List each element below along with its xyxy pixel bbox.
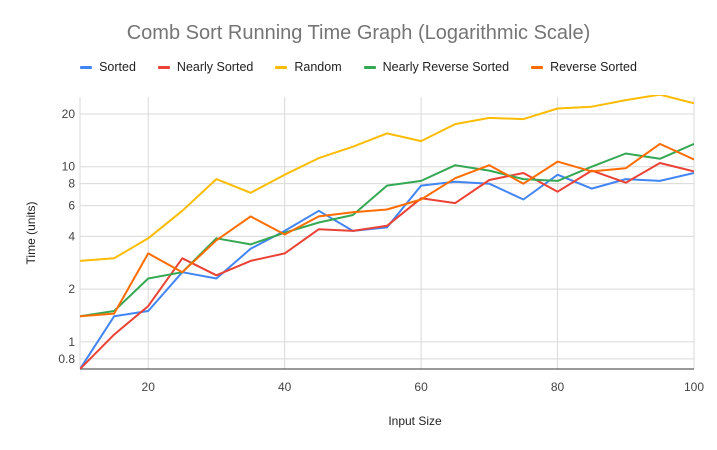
series-line-random (80, 95, 694, 262)
legend-swatch (157, 65, 170, 69)
x-tick-label: 100 (684, 380, 704, 394)
y-tick-label: 20 (62, 107, 76, 121)
chart-legend: Sorted Nearly Sorted Random Nearly Reverse … (0, 60, 717, 74)
legend-item-random: Random (275, 60, 342, 74)
chart-title: Comb Sort Running Time Graph (Logarithmi… (126, 22, 591, 44)
x-axis-label: Input Size (388, 414, 442, 428)
y-tick-label: 8 (68, 177, 75, 191)
y-tick-label: 6 (68, 199, 75, 213)
legend-label: Sorted (99, 60, 136, 74)
y-axis-label: Time (units) (24, 202, 38, 265)
series-line-reverse-sorted (80, 142, 694, 318)
legend-label: Nearly Reverse Sorted (382, 60, 510, 74)
y-tick-label: 2 (68, 282, 75, 296)
legend-label: Reverse Sorted (550, 60, 637, 74)
x-tick-label: 80 (551, 380, 565, 394)
y-tick-label: 10 (62, 160, 76, 174)
legend-swatch (531, 65, 544, 69)
legend-swatch (363, 65, 376, 69)
legend-item-sorted: Sorted (80, 60, 136, 74)
legend-swatch (275, 65, 288, 69)
legend-label: Nearly Sorted (176, 60, 254, 74)
legend-item-nearly-reverse-sorted: Nearly Reverse Sorted (363, 60, 510, 74)
x-tick-label: 40 (278, 380, 292, 394)
legend-item-reverse-sorted: Reverse Sorted (531, 60, 637, 74)
legend-label: Random (294, 60, 342, 74)
x-tick-label: 20 (142, 380, 156, 394)
legend-swatch (80, 65, 93, 69)
legend-item-nearly-sorted: Nearly Sorted (157, 60, 254, 74)
y-tick-label: 1 (68, 335, 75, 349)
y-tick-label: 4 (68, 229, 75, 243)
x-tick-label: 60 (414, 380, 428, 394)
y-tick-label: 0.8 (58, 352, 75, 366)
